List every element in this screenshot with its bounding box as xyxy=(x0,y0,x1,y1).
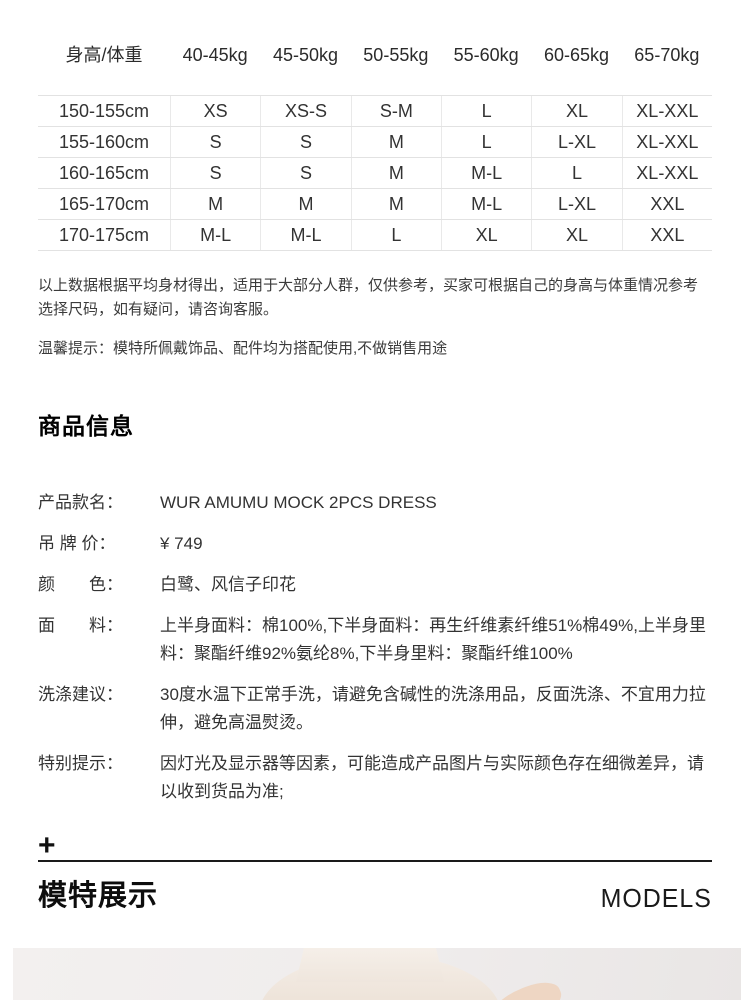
size-cell: S-M xyxy=(350,96,441,126)
size-table-header-row: 身高/体重 40-45kg 45-50kg 50-55kg 55-60kg 60… xyxy=(38,42,712,68)
size-cell: S xyxy=(260,158,350,188)
field-product-name: 产品款名： WUR AMUMU MOCK 2PCS DRESS xyxy=(38,489,712,517)
size-table-row: 165-170cm M M M M-L L-XL XXL xyxy=(38,188,712,219)
size-chart-note: 以上数据根据平均身材得出，适用于大部分人群，仅供参考，买家可根据自己的身高与体重… xyxy=(38,277,699,318)
product-info-fields: 产品款名： WUR AMUMU MOCK 2PCS DRESS 吊 牌 价： ¥… xyxy=(38,489,712,806)
size-cell: L xyxy=(350,220,441,250)
field-label: 面 料： xyxy=(38,616,123,635)
warm-tip: 温馨提示：模特所佩戴饰品、配件均为搭配使用,不做销售用途 xyxy=(38,340,448,357)
size-table-row: 155-160cm S S M L L-XL XL-XXL xyxy=(38,126,712,157)
size-table-row: 170-175cm M-L M-L L XL XL XXL xyxy=(38,219,712,250)
size-table-header-cell: 60-65kg xyxy=(543,45,610,65)
size-cell: XXL xyxy=(621,220,712,250)
field-washing-advice: 洗涤建议： 30度水温下正常手洗，请避免含碱性的洗涤用品，反面洗涤、不宜用力拉伸… xyxy=(38,681,712,737)
models-section-header: 模特展示 MODELS xyxy=(38,872,712,914)
size-cell: L xyxy=(441,96,531,126)
size-table-body: 150-155cm XS XS-S S-M L XL XL-XXL 155-16… xyxy=(38,95,712,251)
size-table-row: 150-155cm XS XS-S S-M L XL XL-XXL xyxy=(38,96,712,126)
size-cell: XL-XXL xyxy=(621,127,712,157)
models-section-title: 模特展示 xyxy=(38,880,159,912)
size-cell: M-L xyxy=(441,158,531,188)
size-cell: M xyxy=(260,189,350,219)
size-cell: M xyxy=(350,127,441,157)
size-cell: XXL xyxy=(621,189,712,219)
size-table: 身高/体重 40-45kg 45-50kg 50-55kg 55-60kg 60… xyxy=(38,42,712,251)
size-cell: S xyxy=(170,158,260,188)
field-value: 因灯光及显示器等因素，可能造成产品图片与实际颜色存在细微差异，请以收到货品为准; xyxy=(160,754,704,801)
hat-crown xyxy=(296,948,444,982)
field-value: 上半身面料：棉100%,下半身面料：再生纤维素纤维51%棉49%,上半身里料：聚… xyxy=(160,616,706,663)
field-label: 产品款名： xyxy=(38,493,123,512)
size-cell: M-L xyxy=(170,220,260,250)
size-cell: L xyxy=(441,127,531,157)
size-chart-section: 身高/体重 40-45kg 45-50kg 50-55kg 55-60kg 60… xyxy=(38,0,712,360)
field-value: WUR AMUMU MOCK 2PCS DRESS xyxy=(160,493,437,512)
size-cell: M-L xyxy=(260,220,350,250)
size-cell: XL xyxy=(531,96,621,126)
size-cell: S xyxy=(260,127,350,157)
size-table-header-cell: 55-60kg xyxy=(453,45,519,65)
size-cell: L xyxy=(531,158,621,188)
size-cell: XS-S xyxy=(260,96,350,126)
size-cell: XL xyxy=(441,220,531,250)
model-photo xyxy=(13,948,741,1000)
height-range-cell: 155-160cm xyxy=(58,132,150,152)
field-label: 洗涤建议： xyxy=(38,685,123,704)
field-value: 白鹭、风信子印花 xyxy=(160,575,296,594)
size-table-header-cell: 40-45kg xyxy=(182,45,248,65)
size-table-header-cell: 50-55kg xyxy=(363,45,429,65)
field-special-notice: 特别提示： 因灯光及显示器等因素，可能造成产品图片与实际颜色存在细微差异，请以收… xyxy=(38,750,712,806)
size-cell: L-XL xyxy=(531,127,621,157)
field-color: 颜 色： 白鹭、风信子印花 xyxy=(38,571,712,599)
field-value: ¥ 749 xyxy=(160,534,203,553)
size-cell: XL-XXL xyxy=(621,96,712,126)
product-info-title: 商品信息 xyxy=(38,413,134,439)
size-cell: XL-XXL xyxy=(621,158,712,188)
field-value: 30度水温下正常手洗，请避免含碱性的洗涤用品，反面洗涤、不宜用力拉伸，避免高温熨… xyxy=(160,685,706,732)
field-label: 吊 牌 价： xyxy=(38,534,116,553)
size-table-header-cell: 45-50kg xyxy=(272,45,339,65)
section-divider xyxy=(38,860,712,862)
size-cell: XL xyxy=(531,220,621,250)
size-cell: M-L xyxy=(441,189,531,219)
size-cell: XS xyxy=(170,96,260,126)
height-range-cell: 160-165cm xyxy=(58,163,150,183)
field-fabric: 面 料： 上半身面料：棉100%,下半身面料：再生纤维素纤维51%棉49%,上半… xyxy=(38,612,712,668)
field-label: 特别提示： xyxy=(38,754,123,773)
height-range-cell: 170-175cm xyxy=(58,225,150,245)
field-tag-price: 吊 牌 价： ¥ 749 xyxy=(38,530,712,558)
size-cell: M xyxy=(350,158,441,188)
models-section-subtitle: MODELS xyxy=(600,883,712,913)
size-cell: M xyxy=(170,189,260,219)
size-table-header-cell: 身高/体重 xyxy=(65,45,143,65)
height-range-cell: 165-170cm xyxy=(58,194,150,214)
height-range-cell: 150-155cm xyxy=(58,101,150,121)
size-cell: L-XL xyxy=(531,189,621,219)
size-table-row: 160-165cm S S M M-L L XL-XXL xyxy=(38,157,712,188)
size-cell: M xyxy=(350,189,441,219)
field-label: 颜 色： xyxy=(38,575,123,594)
model-hand xyxy=(485,975,567,1000)
plus-icon: + xyxy=(38,829,56,862)
size-table-header-cell: 65-70kg xyxy=(634,45,700,65)
size-cell: S xyxy=(170,127,260,157)
